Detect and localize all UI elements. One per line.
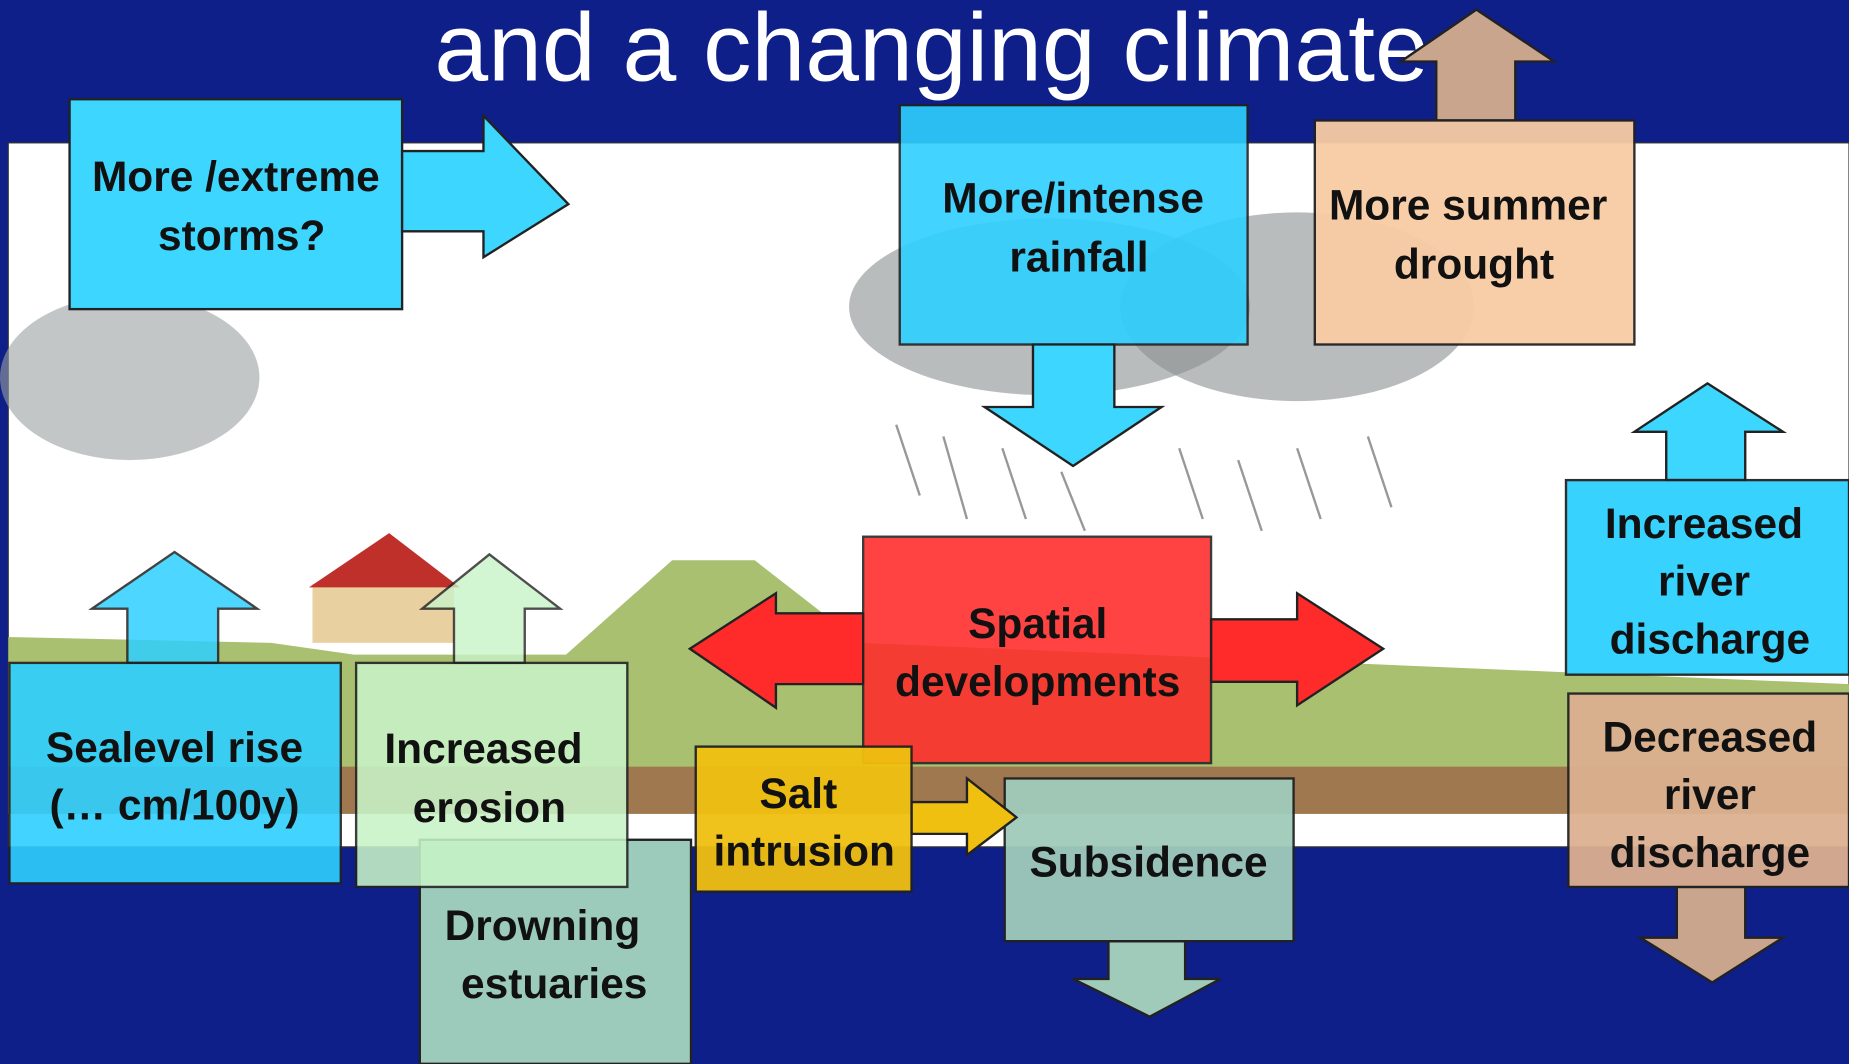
drought-box [1315, 120, 1635, 344]
label: Increased [1605, 500, 1803, 547]
rainfall-box [900, 105, 1248, 344]
label: More summer [1329, 182, 1607, 229]
label: river [1664, 771, 1756, 818]
storms-box [70, 99, 403, 309]
label: river [1658, 558, 1750, 605]
diagram: and a changing climate [0, 0, 1849, 1064]
erosion-box [356, 663, 627, 887]
label: erosion [413, 784, 566, 831]
page: {"title":"and a changing climate", "boxe… [0, 0, 1849, 1064]
label: More /extreme [92, 153, 380, 200]
label: Salt [759, 770, 837, 817]
label: (… cm/100y) [50, 782, 300, 829]
label: drought [1394, 240, 1554, 287]
label: Spatial [968, 600, 1107, 647]
label: estuaries [461, 960, 647, 1007]
label: discharge [1610, 829, 1810, 876]
label: Increased [384, 725, 582, 772]
label: Drowning [445, 902, 641, 949]
label: Subsidence [1029, 838, 1267, 885]
label: Sealevel rise [46, 724, 303, 771]
label: storms? [158, 212, 325, 259]
label: Decreased [1603, 713, 1818, 760]
label: discharge [1610, 615, 1810, 662]
label: rainfall [1009, 233, 1148, 280]
title: and a changing climate [434, 0, 1428, 101]
label: intrusion [713, 828, 895, 875]
sealevel-box [9, 663, 340, 884]
label: More/intense [942, 174, 1204, 221]
spatial-box [863, 537, 1211, 763]
label: developments [895, 658, 1180, 705]
